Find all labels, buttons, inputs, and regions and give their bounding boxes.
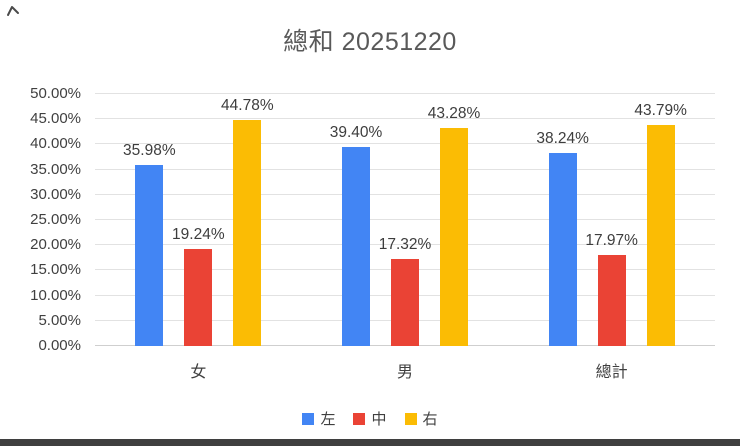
y-axis-tick-label: 50.00%	[30, 85, 81, 102]
y-axis-tick-label: 45.00%	[30, 110, 81, 128]
bar-右-總計: 43.79%	[634, 102, 687, 346]
y-axis-tick-label: 25.00%	[30, 211, 81, 228]
legend-swatch-icon	[353, 412, 366, 425]
bar-value-label: 43.28%	[427, 104, 481, 122]
chart-title: 總和 20251220	[283, 28, 457, 56]
gridline	[95, 219, 715, 220]
y-axis-tick-label: 35.00%	[30, 160, 81, 178]
x-axis-category-label: 總計	[595, 364, 628, 381]
y-axis-tick-label: 20.00%	[30, 236, 81, 254]
bar-group-總計: 38.24% 17.97% 43.79%	[508, 94, 715, 346]
legend-item-左: 左	[302, 408, 335, 429]
y-axis: 0.00% 5.00% 10.00% 15.00% 20.00% 25.00% 30.00%…	[0, 85, 95, 354]
bar-value-label: 43.79%	[634, 102, 687, 120]
bottom-strip	[0, 439, 740, 446]
legend-item-中: 中	[353, 408, 387, 429]
bar-左-女: 35.98%	[123, 142, 176, 346]
bar-左-總計: 38.24%	[536, 130, 589, 346]
gridline	[95, 168, 715, 170]
y-axis-tick-label: 10.00%	[30, 286, 81, 304]
bar-value-label: 39.40%	[329, 124, 383, 142]
legend-swatch-icon	[302, 412, 315, 425]
plot-area: 35.98% 19.24% 44.78% 39.40% 17.32% 43.28% 38.2…	[95, 93, 715, 346]
bar-中-總計: 17.97%	[585, 232, 638, 346]
legend-label: 中	[371, 411, 387, 428]
bar-value-label: 38.24%	[536, 130, 589, 148]
gridline	[95, 143, 715, 145]
legend-label: 左	[320, 411, 336, 428]
legend: 左中右	[0, 408, 740, 429]
gridline	[95, 93, 715, 94]
bar-左-男: 39.40%	[330, 124, 382, 346]
bar-右-男: 43.28%	[428, 105, 480, 346]
gridline	[95, 118, 715, 120]
bar-右-女: 44.78%	[221, 97, 274, 346]
legend-item-右: 右	[404, 408, 438, 429]
bar-group-男: 39.40% 17.32% 43.28%	[302, 94, 509, 346]
y-axis-tick-label: 5.00%	[38, 311, 81, 329]
bar-value-label: 17.97%	[585, 232, 638, 250]
y-axis-tick-label: 15.00%	[30, 261, 81, 279]
bar-value-label: 44.78%	[221, 97, 274, 115]
legend-label: 右	[422, 411, 438, 428]
bar-中-男: 17.32%	[379, 236, 431, 346]
bar-group-女: 35.98% 19.24% 44.78%	[95, 94, 302, 346]
bar-groups: 35.98% 19.24% 44.78% 39.40% 17.32% 43.28% 38.2…	[95, 94, 715, 346]
chart-area: 0.00% 5.00% 10.00% 15.00% 20.00% 25.00% 30.00%…	[0, 85, 715, 354]
bar-value-label: 35.98%	[123, 141, 176, 159]
bar-value-label: 19.24%	[172, 226, 225, 244]
legend-swatch-icon	[404, 412, 417, 425]
y-axis-tick-label: 40.00%	[30, 135, 81, 153]
corner-pen-mark-icon	[7, 6, 19, 16]
x-axis-category-label: 男	[397, 364, 414, 381]
gridline	[95, 193, 715, 195]
gridline	[95, 244, 715, 246]
bar-中-女: 19.24%	[172, 226, 225, 346]
bar-value-label: 17.32%	[378, 235, 432, 253]
y-axis-tick-label: 30.00%	[30, 185, 81, 203]
x-axis: 女 男 總計	[95, 358, 715, 382]
x-axis-category-label: 女	[190, 364, 207, 381]
y-axis-tick-label: 0.00%	[38, 337, 81, 354]
